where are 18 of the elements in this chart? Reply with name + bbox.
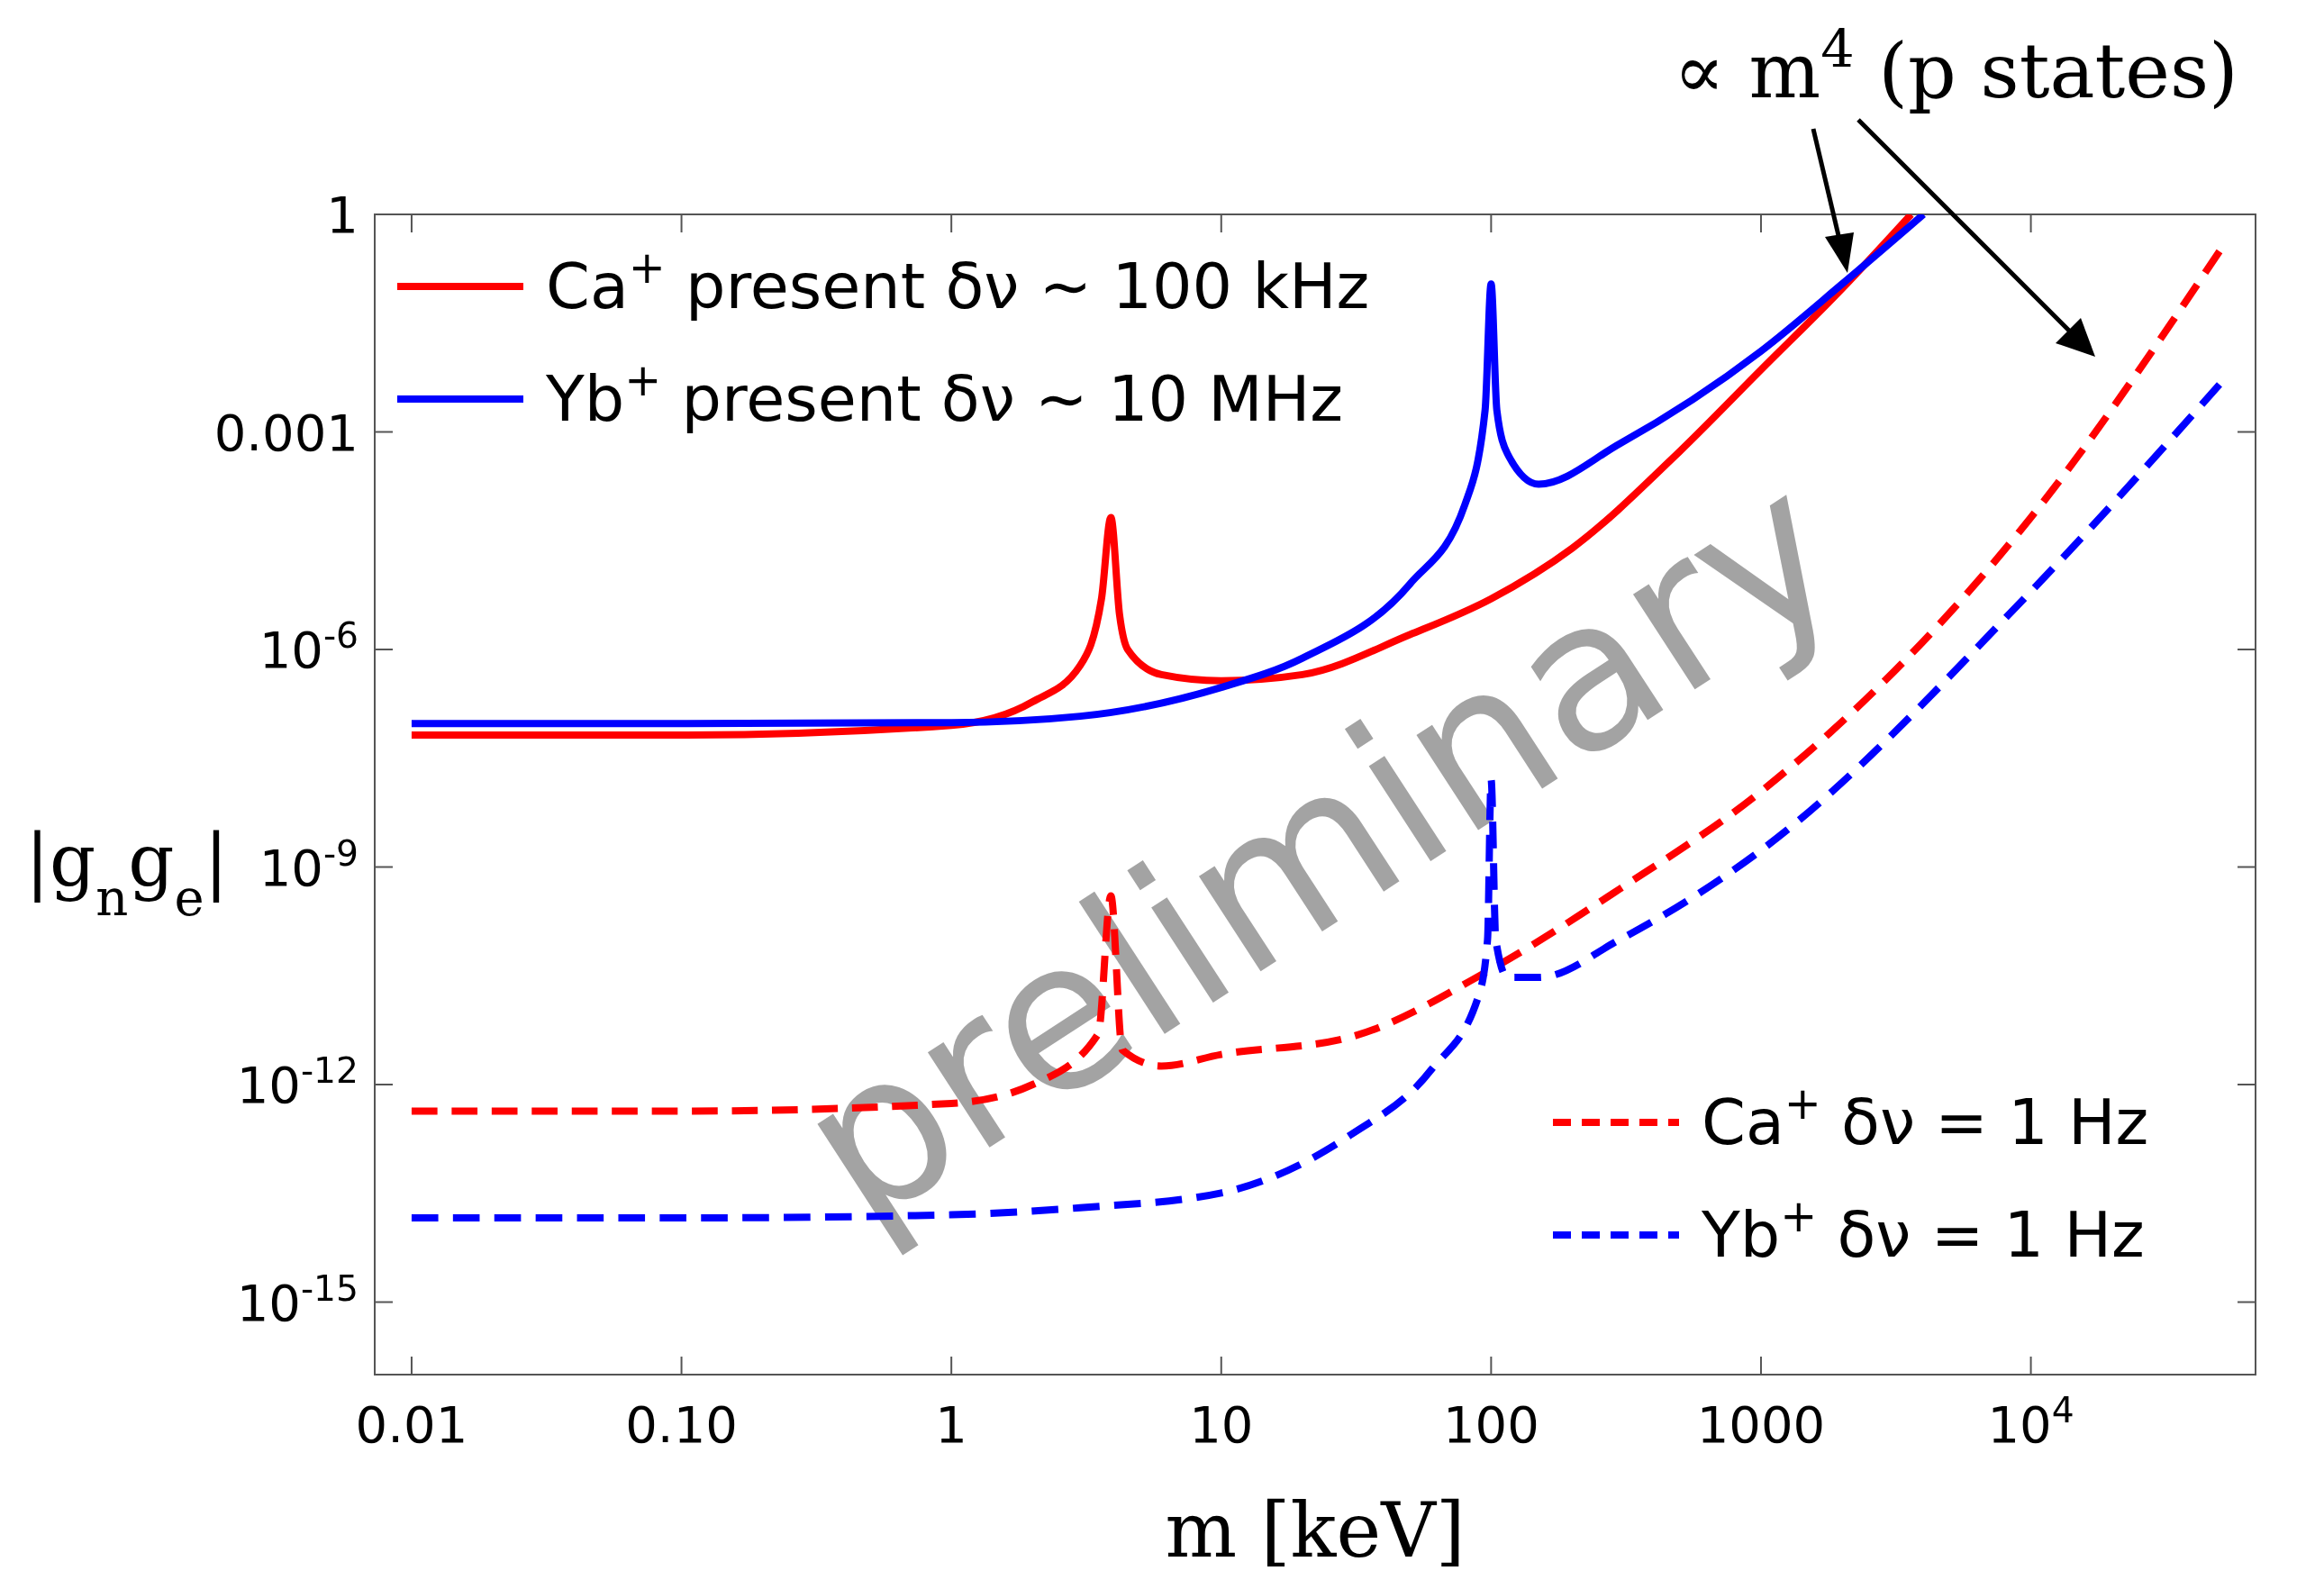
legend-label: Ca$^{+}$ present δν ∼ 100 kHz: [546, 241, 1370, 323]
text: ∝ m$^{4}$ (p states): [1674, 16, 2238, 115]
x-tick-label: 10: [1189, 1395, 1254, 1454]
x-tick-label: 0.01: [355, 1395, 468, 1454]
legend-label: Yb$^{+}$ present δν ∼ 10 MHz: [545, 354, 1344, 436]
x-axis-title: m [keV]: [1165, 1486, 1466, 1575]
y-tick-label: 10$^{-6}$: [259, 614, 359, 679]
x-tick-label: 1: [935, 1395, 967, 1454]
y-tick-label: 0.001: [213, 403, 359, 462]
x-tick-label: 1000: [1696, 1395, 1826, 1454]
x-tick-label: 0.10: [625, 1395, 738, 1454]
x-tick-label: 10$^{4}$: [1987, 1389, 2074, 1454]
y-tick-label: 10$^{-9}$: [259, 832, 359, 897]
y-tick-label: 1: [326, 186, 359, 244]
y-axis-title: |g$_{n}$g$_{e}$|: [25, 819, 229, 927]
x-tick-label: 100: [1442, 1395, 1539, 1454]
y-tick-label: 10$^{-15}$: [236, 1267, 359, 1332]
y-tick-label: 10$^{-12}$: [236, 1049, 359, 1114]
